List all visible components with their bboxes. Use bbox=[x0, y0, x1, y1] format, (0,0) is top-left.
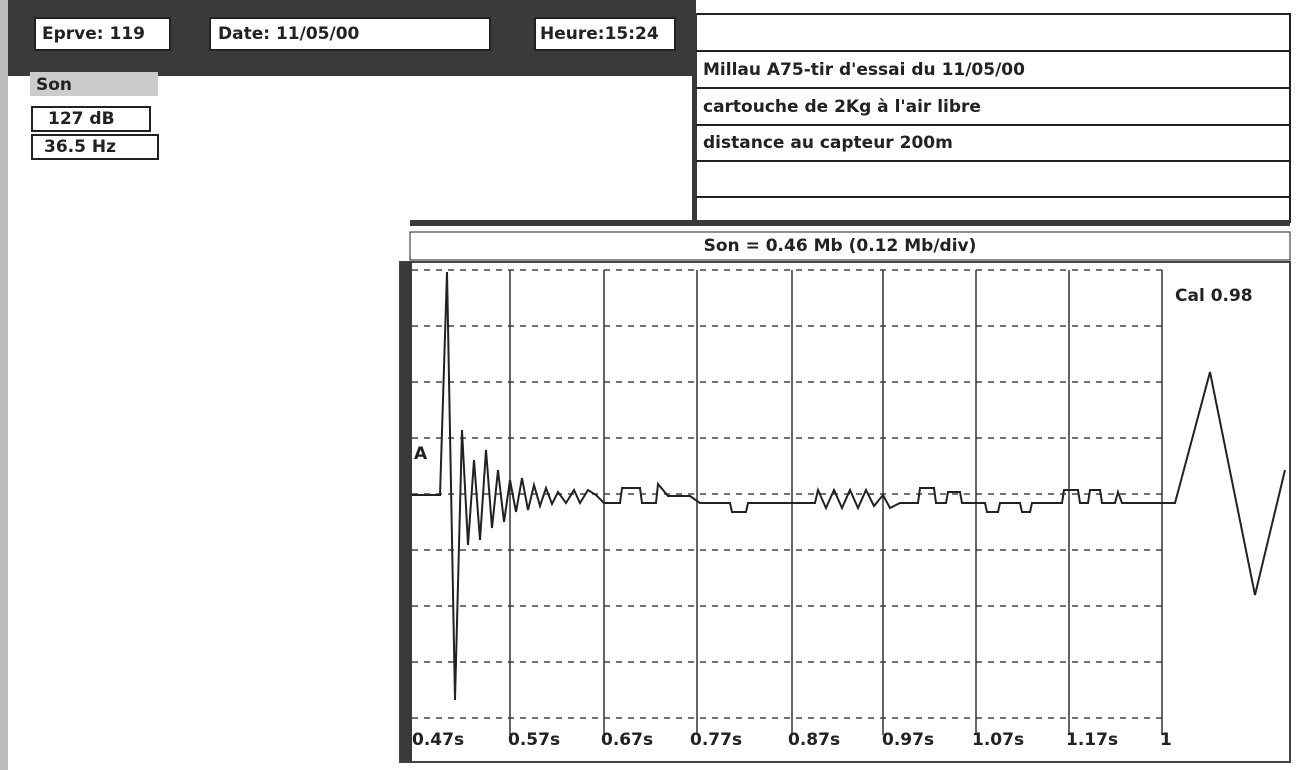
level-box bbox=[31, 106, 151, 132]
left-edge bbox=[0, 0, 8, 770]
notes-panel bbox=[695, 13, 1291, 223]
time-label: 0.87s bbox=[788, 730, 840, 750]
time-label: 0.77s bbox=[690, 730, 742, 750]
channel-level: 127 dB bbox=[48, 109, 115, 129]
separator bbox=[410, 220, 1290, 226]
plot-area bbox=[399, 261, 1291, 763]
trigger-marker: A bbox=[414, 444, 428, 464]
frequency-box bbox=[31, 134, 159, 160]
note: distance au capteur 200m bbox=[703, 133, 953, 153]
test-number: Eprve: 119 bbox=[42, 24, 145, 44]
notes-divider bbox=[692, 14, 697, 222]
channel-box bbox=[30, 72, 158, 96]
time-label: 1.07s bbox=[972, 730, 1024, 750]
waveform bbox=[412, 271, 1286, 701]
time-box bbox=[534, 17, 676, 51]
calibration: Cal 0.98 bbox=[1175, 286, 1253, 306]
channel-name: Son bbox=[36, 75, 72, 95]
note-lines bbox=[696, 50, 1290, 198]
plot-left-bar bbox=[400, 262, 412, 762]
note: Millau A75-tir d'essai du 11/05/00 bbox=[703, 60, 1025, 80]
time: Heure:15:24 bbox=[540, 24, 659, 44]
date: Date: 11/05/00 bbox=[218, 24, 360, 44]
scale-box bbox=[409, 231, 1291, 261]
time-label: 1 bbox=[1160, 730, 1172, 750]
test-box bbox=[34, 17, 171, 51]
time-label: 0.47s bbox=[412, 730, 464, 750]
date-box bbox=[209, 17, 491, 51]
time-label: 1.17s bbox=[1066, 730, 1118, 750]
time-label: 0.67s bbox=[601, 730, 653, 750]
note: cartouche de 2Kg à l'air libre bbox=[703, 97, 981, 117]
scale-label: Son = 0.46 Mb (0.12 Mb/div) bbox=[704, 236, 977, 256]
channel-frequency: 36.5 Hz bbox=[44, 137, 116, 157]
time-label: 0.97s bbox=[882, 730, 934, 750]
time-label: 0.57s bbox=[508, 730, 560, 750]
